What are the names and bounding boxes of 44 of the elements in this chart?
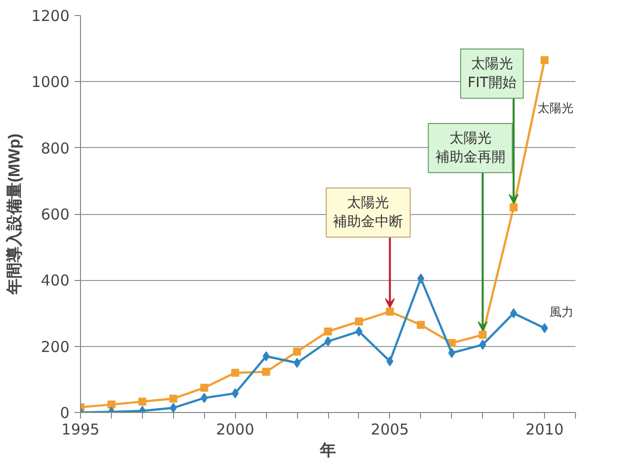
point xyxy=(293,348,302,356)
point xyxy=(417,274,424,284)
point xyxy=(170,402,177,412)
point xyxy=(479,340,486,350)
point xyxy=(294,358,301,368)
y-tick-label: 0 xyxy=(60,404,70,422)
x-tick-label: 1995 xyxy=(61,420,100,438)
y-tick-label: 600 xyxy=(40,206,70,224)
point xyxy=(138,398,146,406)
series-label: 風力 xyxy=(550,305,574,320)
point xyxy=(107,400,116,409)
point xyxy=(541,323,548,334)
y-tick-label: 200 xyxy=(40,338,70,356)
point xyxy=(478,330,487,339)
annotation: 太陽光補助金再開 xyxy=(435,130,506,166)
point xyxy=(324,327,332,336)
point xyxy=(232,388,239,398)
point xyxy=(231,368,240,377)
y-tick-label: 400 xyxy=(40,272,70,290)
point xyxy=(386,356,394,366)
point xyxy=(510,203,518,212)
point xyxy=(200,392,208,403)
point xyxy=(448,348,456,358)
point xyxy=(354,318,363,326)
point xyxy=(262,368,270,376)
point xyxy=(386,308,394,316)
point xyxy=(416,320,425,329)
point xyxy=(262,351,270,362)
point xyxy=(355,326,362,336)
y-tick-label: 1200 xyxy=(31,7,70,25)
annotation: 太陽光補助金中断 xyxy=(333,194,404,230)
point xyxy=(200,384,208,392)
x-tick-label: 2005 xyxy=(370,420,409,438)
annotation: 太陽光FIT開始 xyxy=(468,56,516,92)
y-tick-label: 800 xyxy=(40,139,70,158)
point xyxy=(540,56,549,64)
x-tick-label: 2000 xyxy=(216,420,254,438)
y-axis-title: 年間導入設備量(MWp) xyxy=(5,134,24,296)
x-tick-label: 2010 xyxy=(525,420,564,438)
point xyxy=(510,308,518,318)
series-label: 太陽光 xyxy=(538,101,574,116)
y-tick-label: 1000 xyxy=(31,73,70,92)
x-axis-title: 年 xyxy=(319,442,336,460)
point xyxy=(169,394,178,403)
